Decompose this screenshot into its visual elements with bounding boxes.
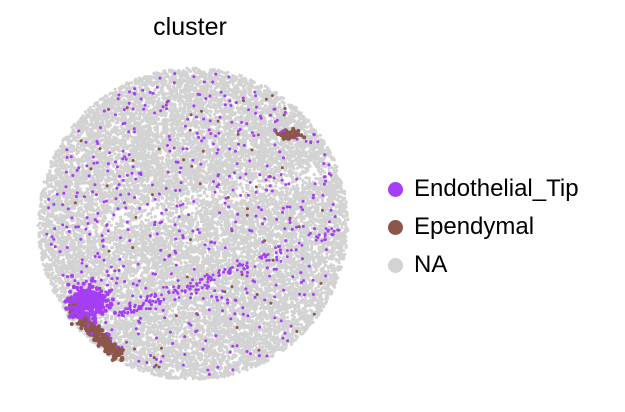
point-na: [92, 212, 96, 217]
point-na: [173, 216, 177, 220]
point-na: [290, 165, 294, 169]
point-na: [64, 163, 68, 167]
point-na: [269, 119, 273, 123]
point-na: [245, 179, 249, 183]
point-na: [327, 225, 331, 229]
point-na: [105, 240, 109, 244]
point-na: [43, 187, 47, 191]
point-na: [83, 110, 87, 114]
point-na: [115, 221, 119, 226]
point-na: [176, 281, 180, 285]
point-na: [79, 165, 84, 169]
point-na: [130, 284, 134, 289]
point-na: [314, 287, 318, 291]
point-na: [234, 180, 238, 184]
point-na: [104, 181, 108, 185]
point-na: [206, 254, 210, 258]
point-na: [324, 193, 328, 197]
point-na: [121, 255, 126, 259]
point-na: [224, 173, 228, 177]
point-na: [38, 226, 42, 230]
point-na: [238, 230, 242, 234]
point-na: [194, 206, 198, 210]
point-na: [99, 169, 104, 173]
point-na: [295, 183, 299, 187]
point-na: [271, 207, 275, 211]
point-na: [194, 234, 198, 238]
point-na: [37, 235, 41, 239]
point-na: [323, 291, 327, 295]
point-na: [172, 206, 176, 210]
point-na: [240, 186, 244, 190]
point-na: [122, 252, 126, 257]
points-na: [36, 66, 350, 381]
point-na: [205, 194, 209, 198]
point-na: [107, 220, 111, 224]
point-na: [256, 167, 260, 171]
point-na: [294, 281, 299, 285]
point-na: [170, 309, 175, 313]
point-na: [128, 222, 132, 226]
point-na: [185, 205, 189, 209]
point-na: [274, 184, 278, 188]
point-na: [170, 269, 174, 273]
point-na: [113, 87, 117, 91]
point-na: [234, 186, 239, 191]
point-na: [222, 121, 226, 125]
